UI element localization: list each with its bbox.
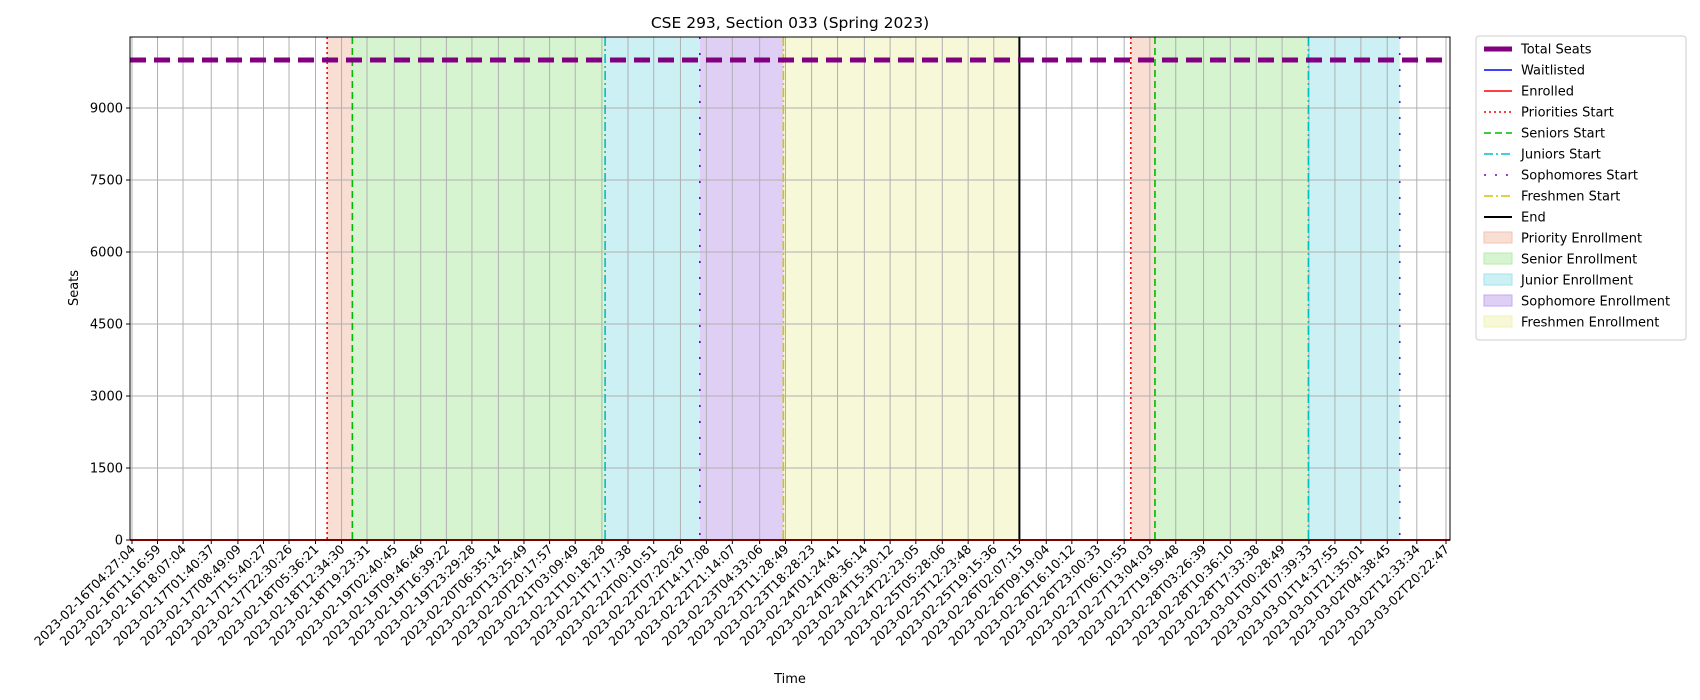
y-tick-label: 0 bbox=[115, 534, 123, 549]
legend-senior-enrollment-swatch bbox=[1483, 252, 1513, 265]
legend-box bbox=[1475, 35, 1687, 341]
span-junior-enrollment bbox=[1308, 37, 1400, 540]
y-axis-ticks: 0 1500 3000 4500 6000 7500 9000 bbox=[90, 102, 130, 549]
y-tick-label: 6000 bbox=[90, 246, 123, 261]
span-senior-enrollment bbox=[1154, 37, 1309, 540]
legend-end-label: End bbox=[1521, 211, 1546, 226]
legend-juniors-start-label: Juniors Start bbox=[1520, 148, 1601, 163]
legend-senior-enrollment-label: Senior Enrollment bbox=[1521, 253, 1637, 268]
span-priority-enrollment bbox=[327, 37, 353, 540]
span-priority-enrollment bbox=[1130, 37, 1155, 540]
legend-enrolled-label: Enrolled bbox=[1521, 85, 1574, 100]
y-axis-label: Seats bbox=[67, 270, 82, 306]
legend-waitlisted-label: Waitlisted bbox=[1521, 64, 1585, 79]
legend-total-seats-label: Total Seats bbox=[1520, 43, 1592, 58]
legend-sophomores-start-label: Sophomores Start bbox=[1521, 169, 1638, 184]
x-axis-label: Time bbox=[773, 672, 806, 687]
legend-freshmen-start-label: Freshmen Start bbox=[1521, 190, 1620, 205]
legend-sophomore-enrollment-label: Sophomore Enrollment bbox=[1521, 295, 1670, 310]
y-tick-label: 4500 bbox=[90, 318, 123, 333]
legend-freshmen-enrollment-swatch bbox=[1483, 315, 1513, 328]
span-junior-enrollment bbox=[605, 37, 700, 540]
legend-priorities-start-label: Priorities Start bbox=[1521, 106, 1614, 121]
chart-legend: Total Seats Waitlisted Enrolled Priorities … bbox=[1475, 35, 1687, 341]
x-axis-ticks: 2023-02-16T04:27:042023-02-16T11:16:5920… bbox=[31, 540, 1452, 649]
span-freshmen-enrollment bbox=[783, 37, 1020, 540]
y-tick-label: 3000 bbox=[90, 390, 123, 405]
legend-junior-enrollment-label: Junior Enrollment bbox=[1520, 274, 1633, 289]
legend-sophomore-enrollment-swatch bbox=[1483, 294, 1513, 307]
legend-junior-enrollment-swatch bbox=[1483, 273, 1513, 286]
grid-lines bbox=[130, 37, 1450, 541]
y-tick-label: 1500 bbox=[90, 462, 123, 477]
y-tick-label: 9000 bbox=[90, 102, 123, 117]
enrollment-period-spans bbox=[327, 37, 1400, 540]
legend-priority-enrollment-swatch bbox=[1483, 231, 1513, 244]
plot-area-frame bbox=[129, 36, 1451, 541]
span-senior-enrollment bbox=[352, 37, 606, 540]
y-tick-label: 7500 bbox=[90, 174, 123, 189]
legend-freshmen-enrollment-label: Freshmen Enrollment bbox=[1521, 316, 1659, 331]
phase-start-markers bbox=[326, 37, 1401, 540]
legend-seniors-start-label: Seniors Start bbox=[1521, 127, 1605, 142]
legend-priority-enrollment-label: Priority Enrollment bbox=[1521, 232, 1642, 247]
span-sophomore-enrollment bbox=[699, 37, 784, 540]
chart-title: CSE 293, Section 033 (Spring 2023) bbox=[651, 14, 929, 32]
